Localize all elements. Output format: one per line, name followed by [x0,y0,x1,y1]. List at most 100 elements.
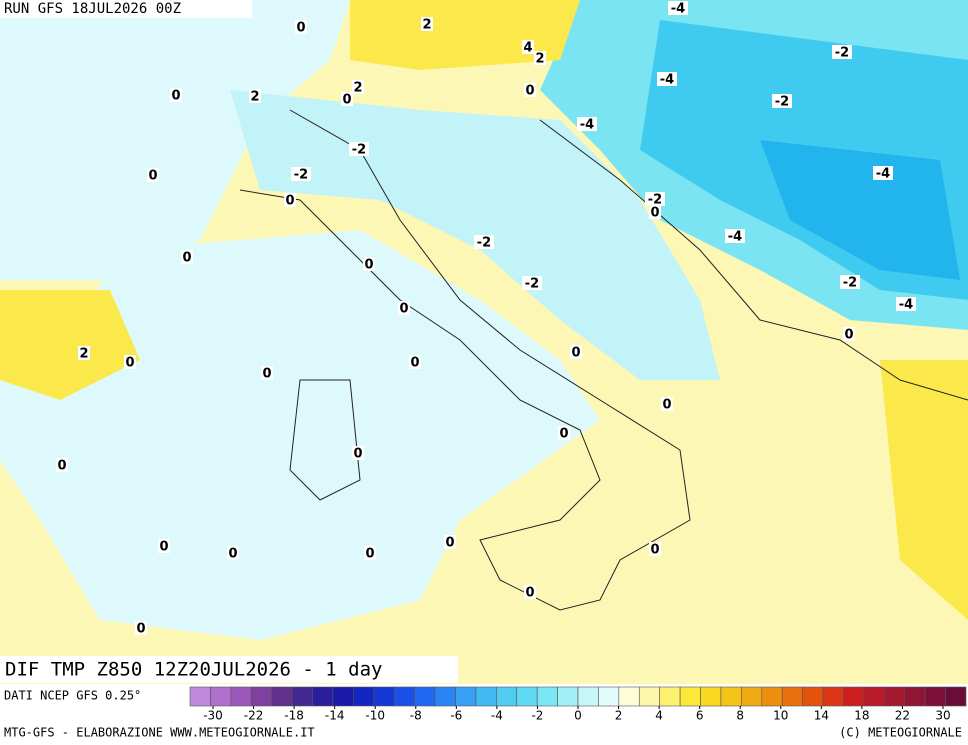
contour-label: 0 [171,89,180,104]
contour-label-box [181,250,193,264]
colorbar-tick-label: 14 [814,709,829,723]
contour-label: 0 [559,427,568,442]
colorbar-swatch [312,686,334,707]
contour-label-box [534,51,546,65]
credit-label: MTG-GFS - ELABORAZIONE WWW.METEOGIORNALE… [4,726,315,740]
contour-label: 0 [662,398,671,413]
contour-label-box [832,45,852,59]
contour-label: -4 [580,118,594,133]
contour-label: -4 [660,73,674,88]
contour-label: 2 [535,52,544,67]
contour-label: 0 [650,206,659,221]
colorbar-swatch [291,686,313,707]
title-box [0,656,458,683]
contour-label: -2 [648,193,662,208]
contour-label: 0 [159,540,168,555]
contour-label: 0 [365,547,374,562]
contour-label: 0 [353,447,362,462]
contour-label-box [645,192,665,206]
map-background [0,0,968,684]
colorbar-swatch [414,686,436,707]
contour-label: -4 [876,167,890,182]
contour-label: 0 [228,547,237,562]
contour-label: 0 [136,622,145,637]
contour-label: 0 [262,367,271,382]
colorbar-swatch [230,686,252,707]
colorbar-swatch [332,686,354,707]
contour-label: -2 [294,168,308,183]
contour-label: 0 [285,194,294,209]
colorbar-swatch [353,686,375,707]
contour-label: -4 [728,230,742,245]
contour-label-box [291,167,311,181]
contour-label-box [421,17,433,31]
colorbar-swatch [945,686,967,707]
colorbar-swatch [802,686,824,707]
contour-label-box [474,235,494,249]
colorbar-tick-label: -14 [325,709,345,723]
contour-label-box [524,585,536,599]
colorbar-swatch [741,686,763,707]
contour-label: 0 [148,169,157,184]
contour-label: 0 [525,84,534,99]
contour-label: -4 [671,2,685,17]
colorbar-tick-label: -4 [491,709,503,723]
colorbar-swatch [659,686,681,707]
colorbar-tick-label: -8 [410,709,422,723]
contour-label-box [661,397,673,411]
contour-label-box [341,92,353,106]
contour-label: -2 [352,143,366,158]
colorbar-swatch [904,686,926,707]
contour-label-box [249,89,261,103]
colorbar-tick-label: -30 [203,709,223,723]
colorbar-swatch [434,686,456,707]
colorbar-swatch [781,686,803,707]
contour-label-box [227,546,239,560]
contour-label: -2 [525,277,539,292]
contour-label: 0 [525,586,534,601]
colorbar-tick-label: 10 [773,709,788,723]
header-box [0,0,252,18]
contour-label-box [668,1,688,15]
contour-label: -2 [843,276,857,291]
colorbar-swatch [700,686,722,707]
contour-label-box [444,535,456,549]
contour-label: 0 [650,543,659,558]
source-label: DATI NCEP GFS 0.25° [4,689,141,703]
colorbar-tick-label: -2 [531,709,543,723]
colorbar-tick-label: 2 [615,709,623,723]
contour-label-box [364,546,376,560]
colorbar-swatch [271,686,293,707]
contour-label: 0 [342,93,351,108]
contour-label-box [896,297,916,311]
colorbar-swatch [373,686,395,707]
contour-label: 0 [445,536,454,551]
colorbar-tick-label: -22 [244,709,264,723]
contour-label-box [725,229,745,243]
contour-label-box [840,275,860,289]
run-label: RUN GFS 18JUL2026 00Z [4,1,181,17]
colorbar-swatch [679,686,701,707]
contour-label-box [352,80,364,94]
contour-label: 0 [410,356,419,371]
contour-label-box [577,117,597,131]
colorbar-swatch [863,686,885,707]
contour-label-box [772,94,792,108]
colorbar-tick-label: 18 [854,709,869,723]
colorbar-tick-label: 4 [655,709,663,723]
contour-label-box [398,301,410,315]
colorbar-swatch [720,686,742,707]
colorbar-swatch [761,686,783,707]
contour-label: -2 [835,46,849,61]
colorbar-swatch [189,686,211,707]
contour-label-box [261,366,273,380]
contour-label: 2 [353,81,362,96]
contour-label: 0 [125,356,134,371]
contour-label: 2 [422,18,431,33]
contour-label-box [56,458,68,472]
contour-label-box [349,142,369,156]
contour-label-box [649,205,661,219]
colorbar-swatch [924,686,946,707]
colorbar-swatch [393,686,415,707]
